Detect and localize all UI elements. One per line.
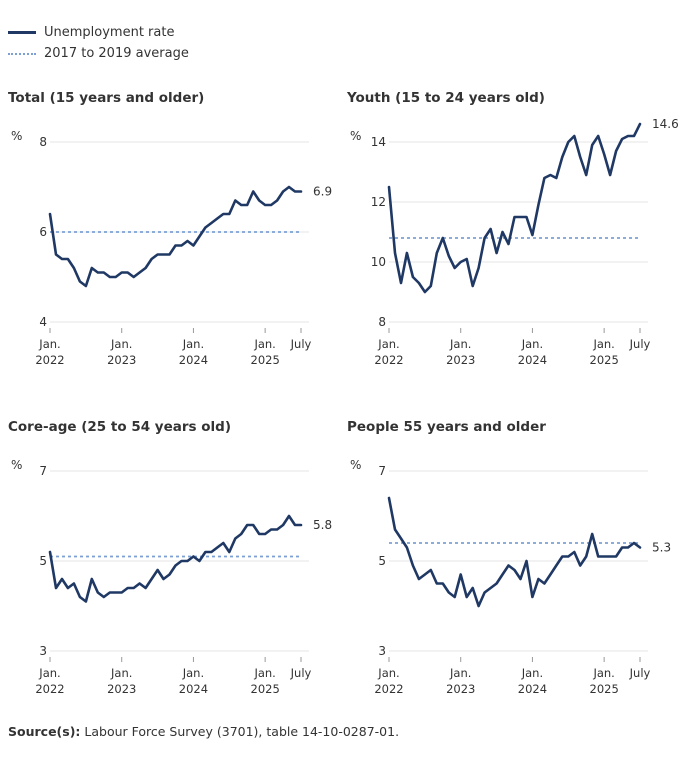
end-value-label: 14.6	[652, 117, 679, 131]
legend-item-average: 2017 to 2019 average	[8, 43, 189, 64]
end-value-label: 5.8	[313, 518, 332, 532]
x-tick-label: 2022	[374, 353, 403, 367]
chart-svg-55-plus: % 3 5 7 Jan. 2022 Jan. 2023 Jan. 2024 Jan. 2025 July…	[350, 458, 671, 696]
legend: Unemployment rate 2017 to 2019 average	[8, 22, 189, 64]
x-tick-label: 2024	[518, 353, 547, 367]
y-axis-unit: %	[11, 129, 22, 143]
y-tick-label: 4	[39, 315, 47, 329]
x-tick-label: Jan.	[182, 666, 204, 680]
legend-label-unemployment-rate: Unemployment rate	[44, 25, 175, 40]
source-text: Labour Force Survey (3701), table 14-10-…	[80, 724, 400, 739]
series-line-unemployment-rate	[48, 185, 303, 288]
chart-svg-youth: % 8 10 12 14 Jan. 2022 Jan. 2023 Jan. 2024 Jan. 2025…	[350, 117, 679, 367]
x-tick-label: Jan.	[38, 337, 60, 351]
x-tick-label: 2023	[446, 682, 475, 696]
series-line-unemployment-rate	[387, 122, 642, 294]
x-tick-label: 2024	[518, 682, 547, 696]
chart-title: Youth (15 to 24 years old)	[347, 90, 545, 106]
x-tick-label: July	[290, 337, 312, 351]
chart-panel-total: Total (15 years and older) % 4 6 8 Jan. 2022 J…	[8, 90, 353, 420]
y-tick-label: 6	[39, 225, 47, 239]
x-tick-label: 2023	[446, 353, 475, 367]
x-tick-label: Jan.	[377, 666, 399, 680]
legend-swatch-dotted-line	[8, 52, 36, 55]
y-tick-label: 5	[378, 554, 386, 568]
x-tick-label: 2022	[35, 353, 64, 367]
x-tick-label: July	[290, 666, 312, 680]
x-tick-label: 2025	[251, 682, 280, 696]
x-tick-label: Jan.	[38, 666, 60, 680]
y-axis-unit: %	[11, 458, 22, 472]
chart-svg-total: % 4 6 8 Jan. 2022 Jan. 2023 Jan. 2024 Jan. 2025 July…	[11, 129, 332, 367]
x-tick-label: Jan.	[592, 337, 614, 351]
chart-panel-55-plus: People 55 years and older % 3 5 7 Jan. 2022 Ja…	[347, 419, 690, 749]
chart-title: People 55 years and older	[347, 419, 546, 435]
chart-title: Core-age (25 to 54 years old)	[8, 419, 231, 435]
x-tick-label: Jan.	[449, 337, 471, 351]
y-tick-label: 3	[39, 644, 47, 658]
y-tick-label: 14	[371, 135, 386, 149]
legend-item-unemployment-rate: Unemployment rate	[8, 22, 189, 43]
x-tick-label: July	[629, 337, 651, 351]
x-tick-label: 2022	[35, 682, 64, 696]
chart-panel-core-age: Core-age (25 to 54 years old) % 3 5 7 Jan. 20…	[8, 419, 353, 749]
x-tick-label: Jan.	[521, 337, 543, 351]
source-label: Source(s):	[8, 724, 81, 739]
source-note: Source(s): Labour Force Survey (3701), t…	[8, 724, 399, 739]
y-tick-label: 12	[371, 195, 386, 209]
x-tick-label: 2024	[179, 682, 208, 696]
x-tick-label: Jan.	[253, 337, 275, 351]
x-tick-label: July	[629, 666, 651, 680]
x-tick-label: 2025	[251, 353, 280, 367]
y-tick-label: 7	[378, 464, 386, 478]
x-tick-label: Jan.	[521, 666, 543, 680]
x-tick-label: Jan.	[592, 666, 614, 680]
y-tick-label: 10	[371, 255, 386, 269]
x-tick-label: 2024	[179, 353, 208, 367]
legend-swatch-solid-line	[8, 31, 36, 34]
chart-title: Total (15 years and older)	[8, 90, 205, 106]
x-tick-label: Jan.	[110, 337, 132, 351]
x-tick-label: Jan.	[449, 666, 471, 680]
x-tick-label: 2025	[590, 682, 619, 696]
legend-label-average: 2017 to 2019 average	[44, 46, 189, 61]
x-tick-label: Jan.	[253, 666, 275, 680]
series-line-unemployment-rate	[48, 514, 303, 603]
end-value-label: 5.3	[652, 541, 671, 555]
x-tick-label: 2023	[107, 682, 136, 696]
y-axis-unit: %	[350, 129, 361, 143]
x-tick-label: Jan.	[110, 666, 132, 680]
y-tick-label: 8	[39, 135, 47, 149]
chart-svg-core-age: % 3 5 7 Jan. 2022 Jan. 2023 Jan. 2024 Jan. 2025 July…	[11, 458, 332, 696]
y-tick-label: 7	[39, 464, 47, 478]
y-tick-label: 3	[378, 644, 386, 658]
x-tick-label: 2023	[107, 353, 136, 367]
x-tick-label: 2022	[374, 682, 403, 696]
y-tick-label: 8	[378, 315, 386, 329]
series-line-unemployment-rate	[387, 496, 642, 608]
x-tick-label: 2025	[590, 353, 619, 367]
x-tick-label: Jan.	[182, 337, 204, 351]
chart-panel-youth: Youth (15 to 24 years old) % 8 10 12 14 Jan. 2…	[347, 90, 690, 420]
y-tick-label: 5	[39, 554, 47, 568]
end-value-label: 6.9	[313, 185, 332, 199]
x-tick-label: Jan.	[377, 337, 399, 351]
y-axis-unit: %	[350, 458, 361, 472]
